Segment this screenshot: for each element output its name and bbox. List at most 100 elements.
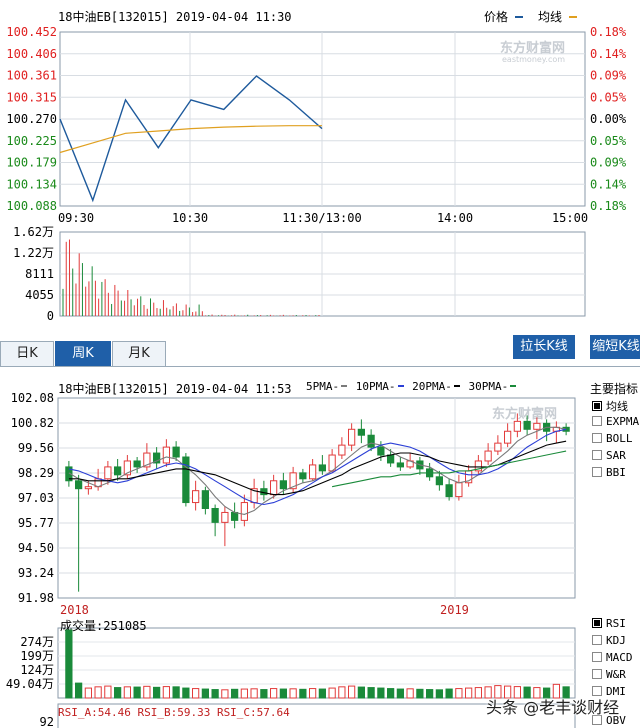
ma20-label: 20PMA- — [412, 380, 452, 393]
price-tick-label: 100.361 — [6, 69, 57, 83]
indicator-expma-label: EXPMA — [606, 415, 640, 428]
pct-tick-label: 0.18% — [590, 199, 627, 213]
volume-bar — [484, 686, 492, 699]
candle-body — [299, 472, 307, 480]
indicator-obv[interactable]: OBV — [592, 714, 626, 727]
kline-tick-label: 100.82 — [11, 416, 54, 430]
volume-bar — [240, 688, 248, 699]
indicator-dmi[interactable]: DMI — [592, 685, 626, 698]
volume-bar — [396, 688, 404, 699]
indicator-sar-checkbox[interactable] — [592, 450, 602, 460]
indicator-kdj-checkbox[interactable] — [592, 635, 602, 645]
volume-bar — [523, 686, 531, 699]
volume-bar — [75, 682, 83, 699]
volume-bar — [153, 686, 161, 699]
volume-bar — [318, 688, 326, 699]
candle-body — [357, 428, 365, 436]
indicator-sar-label: SAR — [606, 449, 626, 462]
indicator-dmi-label: DMI — [606, 685, 626, 698]
volume-bar — [494, 685, 502, 699]
indicator-expma-checkbox[interactable] — [592, 416, 602, 426]
volume-bar — [162, 686, 170, 699]
volume-bar — [513, 686, 521, 699]
indicator-boll[interactable]: BOLL — [592, 432, 633, 445]
indicator-rsi[interactable]: RSI — [592, 617, 626, 630]
time-tick-label: 09:30 — [58, 211, 94, 225]
indicator-sar[interactable]: SAR — [592, 449, 626, 462]
volume-bar — [260, 689, 268, 699]
legend-price: 价格 — [484, 8, 523, 25]
price-tick-label: 100.134 — [6, 177, 57, 191]
indicator-wr-checkbox[interactable] — [592, 669, 602, 679]
indicator-macd[interactable]: MACD — [592, 651, 633, 664]
shorten-kline-button[interactable]: 缩短K线 — [590, 335, 640, 359]
pct-tick-label: 0.14% — [590, 47, 627, 61]
candle-body — [201, 490, 209, 509]
candle-body — [318, 464, 326, 472]
volume-bar — [84, 687, 92, 699]
pct-tick-label: 0.09% — [590, 156, 627, 170]
tab-week[interactable]: 周K — [55, 341, 111, 367]
legend-avg-swatch — [568, 16, 577, 18]
indicator-ma-checkbox[interactable] — [592, 401, 602, 411]
indicator-obv-label: OBV — [606, 714, 626, 727]
lengthen-kline-button[interactable]: 拉长K线 — [513, 335, 575, 359]
candle-body — [494, 442, 502, 452]
candle-body — [396, 462, 404, 468]
candle-body — [114, 466, 122, 476]
volume-bar — [533, 687, 541, 699]
volume-tick-label: 1.62万 — [13, 225, 54, 239]
volume-tick-label: 8111 — [25, 267, 54, 281]
indicator-ma[interactable]: 均线 — [592, 398, 628, 414]
pct-tick-label: 0.14% — [590, 177, 627, 191]
candle-body — [240, 502, 248, 521]
indicator-boll-checkbox[interactable] — [592, 433, 602, 443]
indicator-expma[interactable]: EXPMA — [592, 415, 639, 428]
volume-bar — [201, 688, 209, 699]
volume-bar — [221, 689, 229, 699]
ma10-swatch — [397, 385, 404, 387]
indicator-macd-checkbox[interactable] — [592, 652, 602, 662]
volume-bar — [543, 687, 551, 699]
price-line — [59, 75, 323, 203]
ma-line — [68, 428, 567, 506]
candle-body — [562, 426, 570, 432]
candle-body — [533, 422, 541, 430]
tab-day[interactable]: 日K — [0, 341, 54, 367]
time-tick-label: 14:00 — [437, 211, 473, 225]
tab-divider — [0, 366, 640, 367]
ma5-swatch — [341, 385, 348, 387]
volume-bar — [474, 687, 482, 699]
volume-bar — [455, 688, 463, 699]
tab-month[interactable]: 月K — [112, 341, 166, 367]
candle-body — [435, 476, 443, 486]
kline-tick-label: 98.29 — [18, 466, 54, 480]
ma5-label: 5PMA- — [306, 380, 340, 393]
time-tick-label: 10:30 — [172, 211, 208, 225]
indicator-bbi-checkbox[interactable] — [592, 467, 602, 477]
candle-body — [104, 466, 112, 480]
indicator-kdj[interactable]: KDJ — [592, 634, 626, 647]
legend-avg-label: 均线 — [538, 10, 563, 24]
kline-tick-label: 91.98 — [18, 591, 54, 605]
candle-body — [523, 420, 531, 430]
volume-bar — [133, 686, 141, 699]
indicator-obv-checkbox[interactable] — [592, 715, 602, 725]
volume-bar — [231, 688, 239, 699]
indicator-wr[interactable]: W&R — [592, 668, 626, 681]
volume-bar — [338, 686, 346, 699]
volume-bar — [406, 688, 414, 699]
price-tick-label: 100.452 — [6, 25, 57, 39]
indicator-dmi-checkbox[interactable] — [592, 686, 602, 696]
pct-tick-label: 0.09% — [590, 69, 627, 83]
ma-line — [331, 450, 567, 488]
pct-tick-label: 0.00% — [590, 112, 627, 126]
candle-body — [504, 430, 512, 444]
indicator-bbi[interactable]: BBI — [592, 466, 626, 479]
eastmoney-watermark: 东方财富网 — [500, 40, 565, 56]
candle-body — [445, 484, 453, 498]
volume-bar — [289, 688, 297, 699]
volume-bar — [309, 688, 317, 699]
candle-body — [270, 480, 278, 496]
indicator-rsi-checkbox[interactable] — [592, 618, 602, 628]
